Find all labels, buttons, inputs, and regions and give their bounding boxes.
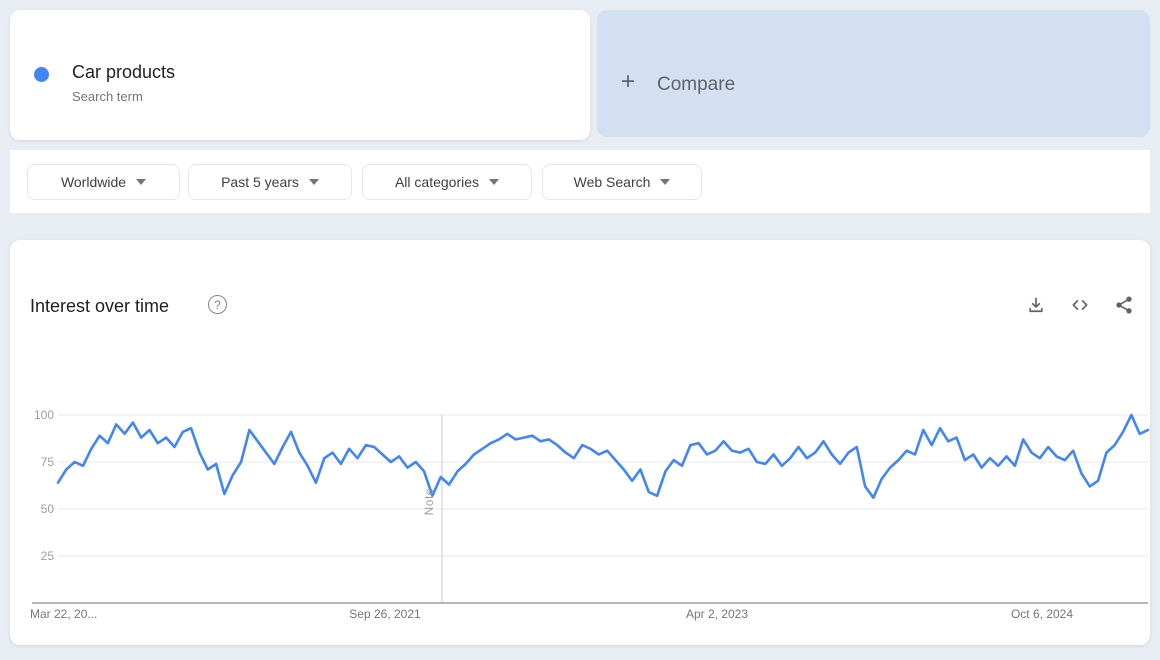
chart-actions	[1026, 295, 1134, 315]
chevron-down-icon	[308, 179, 319, 185]
compare-label: Compare	[657, 74, 736, 95]
y-tick-50: 50	[40, 502, 54, 516]
note-marker-label[interactable]: Note	[422, 488, 436, 516]
chevron-down-icon	[136, 179, 147, 185]
filter-category-label: All categories	[394, 174, 480, 190]
x-tick-sep-2021: Sep 26, 2021	[349, 607, 421, 621]
filter-searchtype-dropdown[interactable]: Web Search	[542, 164, 702, 200]
filter-timerange-dropdown[interactable]: Past 5 years	[188, 164, 352, 200]
interest-over-time-card: Interest over time ?	[10, 240, 1150, 645]
share-icon[interactable]	[1114, 295, 1134, 315]
x-tick-oct-2024: Oct 6, 2024	[1010, 607, 1074, 621]
y-tick-75: 75	[40, 455, 54, 469]
x-tick-mar-2020: Mar 22, 20...	[30, 607, 98, 621]
search-term-card[interactable]: Car products Search term	[10, 10, 590, 140]
chevron-down-icon	[489, 179, 500, 185]
search-term-title: Car products	[72, 62, 176, 82]
chart-title: Interest over time	[30, 296, 170, 316]
search-term-type: Search term	[72, 89, 143, 104]
interest-chart[interactable]	[10, 240, 1150, 645]
filter-timerange-label: Past 5 years	[221, 174, 299, 190]
filter-bar: Worldwide Past 5 years All categories We…	[10, 150, 1150, 213]
plus-icon: +	[621, 68, 636, 95]
y-tick-25: 25	[40, 549, 54, 563]
y-tick-100: 100	[33, 408, 54, 422]
filter-searchtype-label: Web Search	[573, 174, 651, 190]
help-icon[interactable]: ?	[208, 295, 227, 314]
download-icon[interactable]	[1026, 295, 1046, 315]
filter-region-dropdown[interactable]: Worldwide	[27, 164, 180, 200]
trend-line[interactable]	[56, 413, 1150, 500]
compare-card[interactable]: + Compare	[597, 10, 1150, 137]
chevron-down-icon	[660, 179, 671, 185]
filter-region-label: Worldwide	[60, 174, 127, 190]
series-color-dot	[34, 67, 49, 82]
filter-category-dropdown[interactable]: All categories	[362, 164, 532, 200]
x-tick-apr-2023: Apr 2, 2023	[685, 607, 749, 621]
embed-code-icon[interactable]	[1069, 295, 1091, 315]
